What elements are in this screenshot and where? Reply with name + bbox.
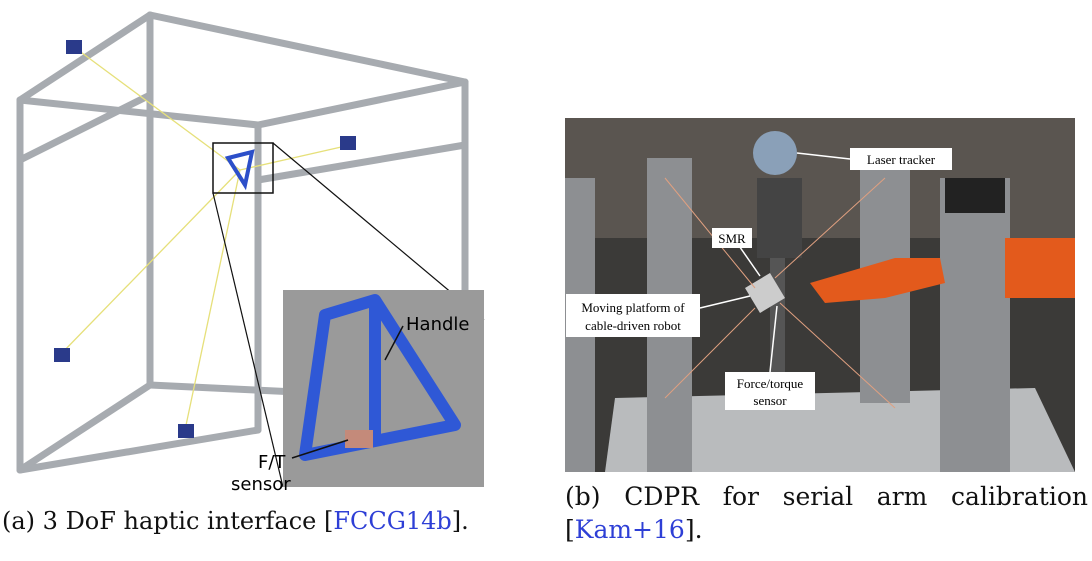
cables	[664, 177, 896, 409]
leaders	[699, 152, 851, 373]
motor	[945, 178, 1005, 213]
annotation: sensor	[753, 393, 787, 408]
annotation: Handle	[406, 314, 469, 335]
leader	[384, 325, 404, 361]
tracker-base	[757, 178, 802, 258]
motors	[54, 40, 356, 438]
caption-text: (b) CDPR for serial arm calibration [	[565, 482, 1088, 544]
annotation: Moving platform of	[581, 300, 685, 315]
citation[interactable]: FCCG14b	[333, 507, 452, 535]
platform	[745, 273, 785, 313]
figure-b-image: Laser tracker SMR Moving platform of cab…	[565, 118, 1075, 472]
caption-text: ].	[684, 515, 703, 544]
caption-text: (a) 3 DoF haptic interface [	[2, 507, 334, 535]
annotation: Laser tracker	[867, 152, 936, 167]
caption-a: (a) 3 DoF haptic interface [FCCG14b].	[2, 505, 492, 538]
laser-tracker	[753, 131, 797, 175]
annotation: cable-driven robot	[585, 318, 681, 333]
small-handle	[224, 149, 255, 191]
leader	[291, 439, 349, 459]
caption-b: (b) CDPR for serial arm calibration [Kam…	[565, 480, 1088, 546]
handle-model	[299, 294, 461, 461]
annotation: sensor	[231, 474, 291, 495]
caption-text: ].	[451, 507, 469, 535]
annotation: F/T	[258, 452, 286, 473]
robot-arm	[810, 258, 945, 303]
citation[interactable]: Kam+16	[574, 515, 685, 544]
figure-a-image: Handle F/T sensor	[16, 11, 485, 495]
annotation: SMR	[718, 231, 746, 246]
frame	[16, 11, 469, 474]
annotation: Force/torque	[737, 376, 804, 391]
zoom-line	[212, 192, 284, 488]
robot-base	[1005, 238, 1075, 298]
zoom-box	[212, 142, 274, 194]
annotations: Laser tracker SMR Moving platform of cab…	[581, 152, 935, 408]
ft-sensor	[345, 430, 373, 448]
label-boxes	[566, 148, 952, 410]
